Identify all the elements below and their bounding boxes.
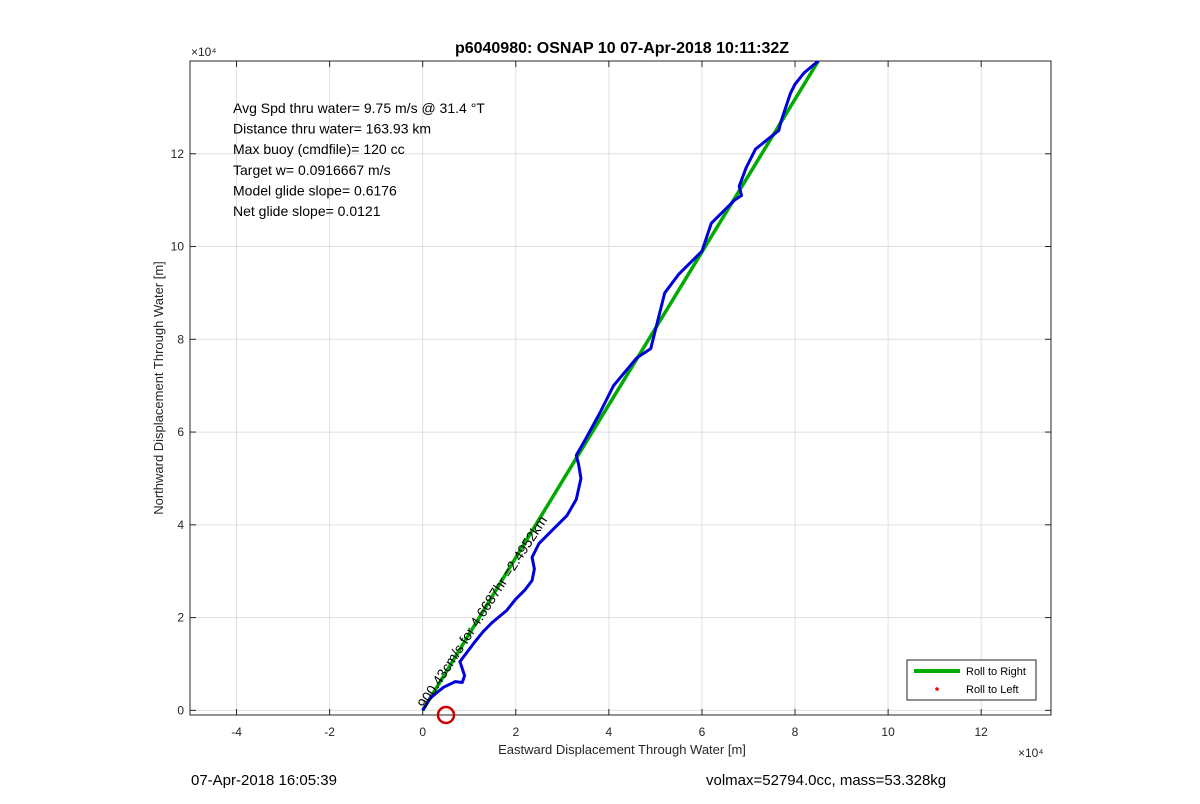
legend-label-roll-right: Roll to Right [966,666,1026,678]
x-tick-label: 4 [606,725,613,739]
stats-annotation-line: Net glide slope= 0.0121 [233,203,381,219]
y-tick-label: 6 [177,425,184,439]
legend-marker-roll-left [935,687,939,691]
stats-annotation-line: Max buoy (cmdfile)= 120 cc [233,141,405,157]
x-tick-label: 10 [881,725,895,739]
footer-mass-info: volmax=52794.0cc, mass=53.328kg [706,772,947,789]
y-tick-label: 12 [171,147,185,161]
stats-annotation-line: Avg Spd thru water= 9.75 m/s @ 31.4 °T [233,100,485,116]
annotations: Avg Spd thru water= 9.75 m/s @ 31.4 °T Di… [233,100,550,711]
x-axis-label: Eastward Displacement Through Water [m] [498,742,746,757]
chart-title: p6040980: OSNAP 10 07-Apr-2018 10:11:32Z [455,40,789,57]
glider-track-line [421,61,820,712]
y-tick-label: 4 [177,518,184,532]
stats-annotation-line: Target w= 0.0916667 m/s [233,162,391,178]
series [421,61,820,725]
x-tick-label: 6 [699,725,706,739]
stats-annotation-line: Distance thru water= 163.93 km [233,121,431,137]
legend: Roll to Right Roll to Left [906,659,1037,701]
y-tick-label: 2 [177,611,184,625]
y-tick-label: 0 [177,703,184,717]
legend-label-roll-left: Roll to Left [966,684,1019,696]
y-tick-label: 8 [177,332,184,346]
x-tick-label: 8 [792,725,799,739]
y-exponent-label: ×10⁴ [191,45,217,59]
x-tick-label: 0 [419,725,426,739]
x-tick-label: 12 [975,725,989,739]
plot-area [189,60,1052,716]
x-tick-label: 2 [512,725,519,739]
x-tick-label: -4 [231,725,242,739]
x-exponent-label: ×10⁴ [1018,746,1044,760]
footer-timestamp: 07-Apr-2018 16:05:39 [191,772,337,789]
legend-box [906,659,1037,701]
stats-annotation-line: Model glide slope= 0.6176 [233,182,397,198]
segment-speed-annotation: 900.43cm/s for 4.6687hr =2.4952km [414,513,550,711]
y-tick-label: 10 [171,240,185,254]
grid [190,61,1051,715]
x-tick-label: -2 [324,725,335,739]
y-axis-label: Northward Displacement Through Water [m] [151,261,166,515]
roll-to-right-line [421,61,820,712]
end-position-marker [436,705,456,725]
